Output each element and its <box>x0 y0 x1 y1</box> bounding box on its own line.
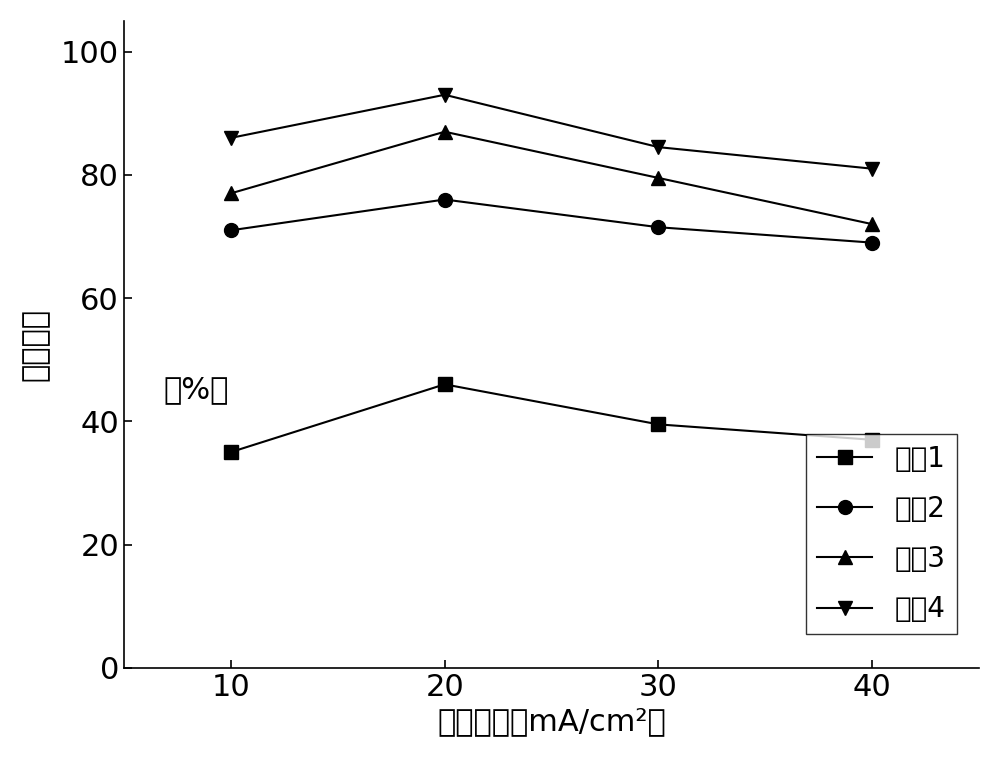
样哈4 <box>866 164 878 173</box>
Line: 样哈2: 样哈2 <box>224 192 879 250</box>
Y-axis label: 电流效率: 电流效率 <box>21 308 50 381</box>
样哈4 <box>439 90 451 99</box>
样哈3 <box>225 188 237 198</box>
样哈2 <box>652 223 664 232</box>
样哈4 <box>652 142 664 151</box>
样哈1 <box>439 380 451 389</box>
样哈1 <box>225 447 237 456</box>
Text: （%）: （%） <box>164 375 229 404</box>
样哈1 <box>866 435 878 444</box>
样哈3 <box>439 127 451 136</box>
样哈2 <box>866 238 878 248</box>
样哈2 <box>439 195 451 204</box>
样哈3 <box>866 220 878 229</box>
样哈2 <box>225 226 237 235</box>
Line: 样哈4: 样哈4 <box>224 88 879 176</box>
X-axis label: 电流密度（mA/cm²）: 电流密度（mA/cm²） <box>437 707 666 736</box>
样哈4 <box>225 133 237 142</box>
Line: 样哈3: 样哈3 <box>224 125 879 231</box>
样哈1 <box>652 420 664 429</box>
样哈3 <box>652 173 664 182</box>
Line: 样哈1: 样哈1 <box>224 378 879 459</box>
Legend: 样哈1, 样哈2, 样哈3, 样哈4: 样哈1, 样哈2, 样哈3, 样哈4 <box>806 434 957 634</box>
